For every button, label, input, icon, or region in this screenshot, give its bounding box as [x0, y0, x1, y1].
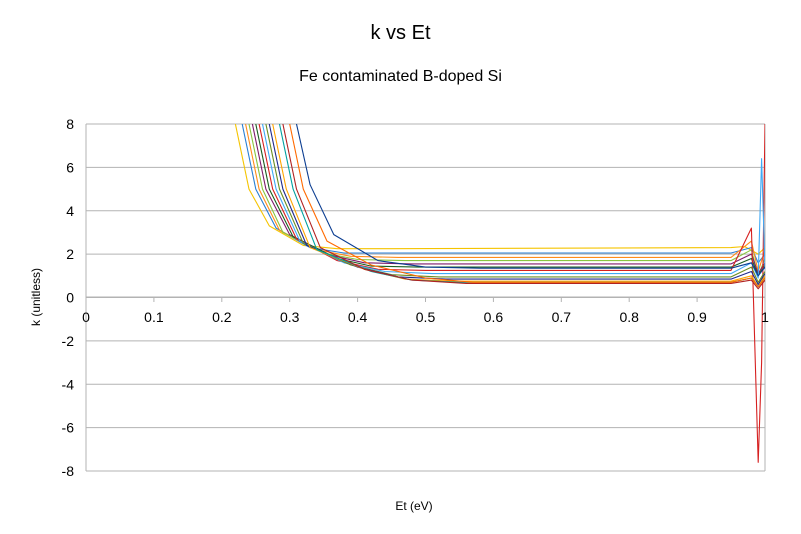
series-line-14: [289, 124, 765, 288]
series-line-6: [255, 124, 765, 277]
y-tick-label: 6: [66, 159, 74, 175]
x-tick-label: 1: [761, 309, 769, 325]
y-tick-label: 0: [66, 290, 74, 306]
x-axis-label: Et (eV): [395, 499, 432, 513]
x-tick-label: 0.7: [552, 309, 572, 325]
x-tick-label: 0.5: [416, 309, 436, 325]
series-line-8: [261, 124, 765, 279]
x-tick-label: 0.3: [280, 309, 300, 325]
x-tick-label: 0.8: [619, 309, 639, 325]
series-line-7: [258, 124, 765, 463]
x-tick-label: 0.9: [687, 309, 707, 325]
x-tick-label: 0.2: [212, 309, 232, 325]
series-line-10: [268, 124, 765, 286]
series-line-2: [241, 124, 765, 264]
x-tick-label: 0.1: [144, 309, 164, 325]
tick-labels: 8 6 4 2 0 -2 -4 -6 -8 0 0.1 0.2 0.3 0.4 0.5 0.6 0.7 0.8 0.…: [62, 116, 770, 479]
y-tick-label: -6: [62, 420, 75, 436]
x-tick-label: 0: [82, 309, 90, 325]
y-tick-label: -4: [62, 376, 75, 392]
grid-lines: [86, 123, 765, 472]
chart-subtitle: Fe contaminated B-doped Si: [299, 68, 502, 85]
series-line-13: [282, 124, 765, 290]
chart-title: k vs Et: [370, 22, 431, 44]
y-tick-label: 4: [66, 203, 74, 219]
y-tick-label: -8: [62, 463, 75, 479]
plot-area: [234, 124, 765, 463]
series-line-9: [265, 124, 765, 283]
series-line-5: [251, 124, 765, 275]
x-tick-label: 0.4: [348, 309, 368, 325]
x-tick-label: 0.6: [484, 309, 504, 325]
y-tick-label: 8: [66, 116, 74, 132]
y-axis-label: k (unitless): [29, 268, 43, 326]
y-tick-label: -2: [62, 333, 75, 349]
series-line-15: [295, 124, 765, 277]
axes: [85, 124, 766, 471]
y-tick-label: 2: [66, 246, 74, 262]
series-line-11: [272, 124, 765, 288]
series-line-3: [245, 124, 765, 273]
